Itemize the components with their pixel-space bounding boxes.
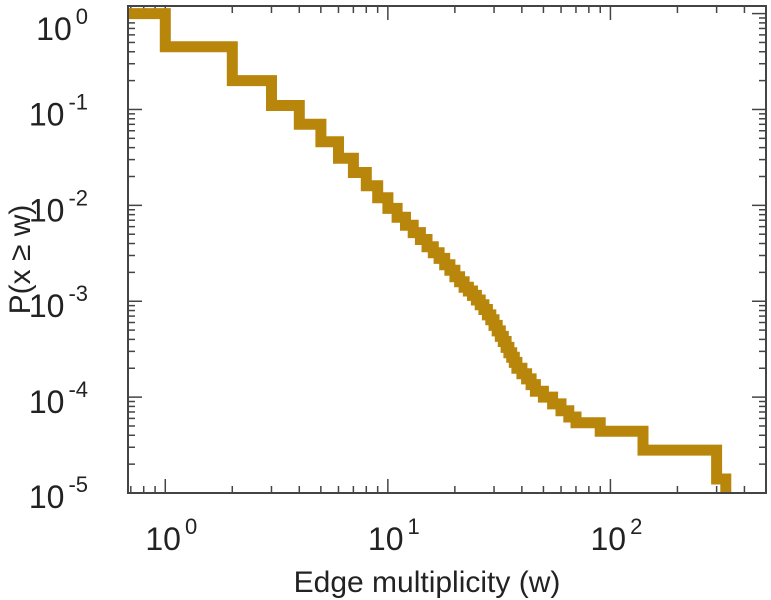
x-tick-labels: 10 0 10 1 10 2 [145,514,642,557]
y-tick-label-exponent: -3 [68,281,88,306]
axis-ticks [128,6,767,494]
plot-area-frame [127,5,767,494]
y-tick-label-exponent: -1 [68,89,88,114]
y-tick-label-base: 10 [29,479,65,515]
y-tick-label-base: 10 [36,11,72,47]
y-tick-label-base: 10 [29,384,65,420]
y-tick-label: 10 -3 [29,281,88,324]
x-axis-title: Edge multiplicity (w) [294,566,561,599]
y-tick-label: 10 -4 [29,377,88,420]
y-tick-label: 10 -1 [29,89,88,132]
y-tick-label-exponent: 0 [76,4,88,29]
y-tick-label-exponent: -2 [68,185,88,210]
x-tick-label-exponent: 1 [408,514,420,539]
x-tick-label-exponent: 2 [630,514,642,539]
x-tick-label: 10 0 [145,514,197,557]
y-tick-label: 10 0 [36,4,88,47]
y-tick-label: 10 -5 [29,472,88,515]
x-tick-label: 10 2 [591,514,643,557]
x-tick-label-base: 10 [368,521,404,557]
y-tick-label-exponent: -4 [68,377,88,402]
y-tick-label-base: 10 [29,192,65,228]
y-tick-label: 10 -2 [29,185,88,228]
x-tick-label: 10 1 [368,514,420,557]
x-tick-label-base: 10 [145,521,181,557]
series-line [128,8,732,493]
y-axis-title: P(x ≥ w) [4,205,37,315]
x-tick-label-base: 10 [591,521,627,557]
y-tick-label-base: 10 [29,96,65,132]
x-tick-label-exponent: 0 [185,514,197,539]
y-tick-label-exponent: -5 [68,472,88,497]
y-tick-label-base: 10 [29,288,65,324]
